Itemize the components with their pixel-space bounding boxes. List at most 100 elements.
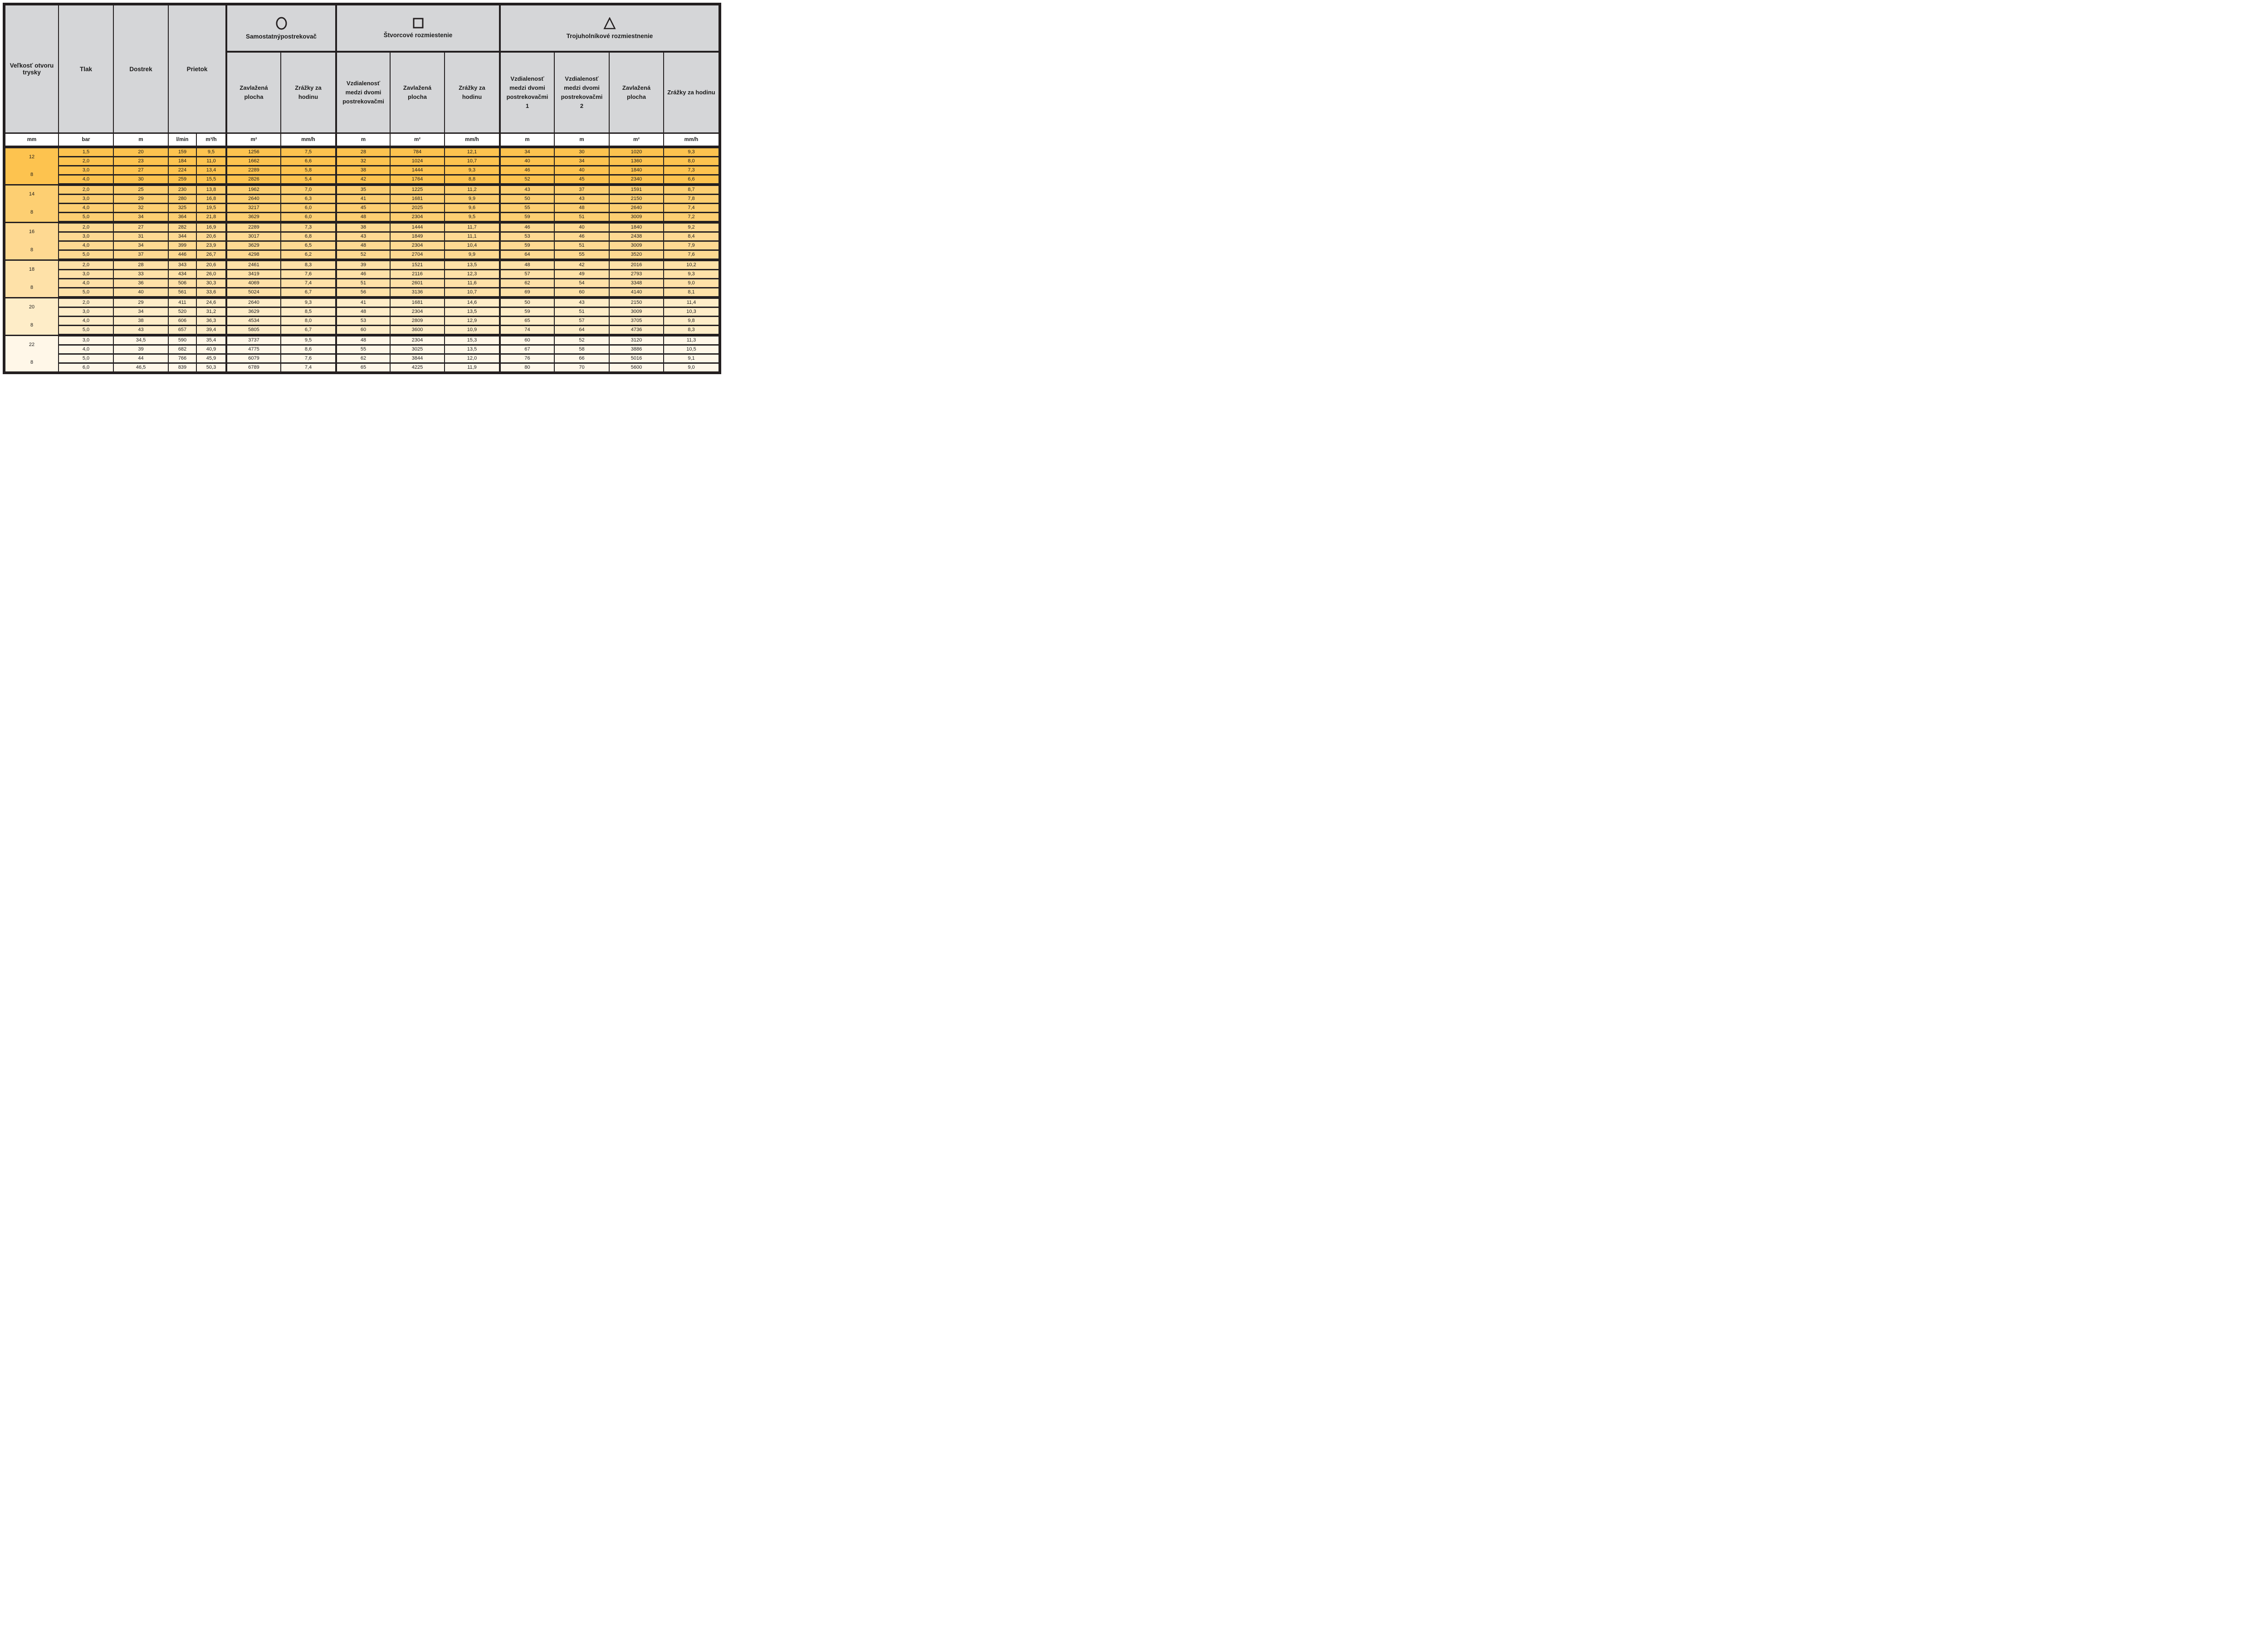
- table-cell: 76: [499, 353, 555, 364]
- table-cell: 74: [499, 325, 555, 337]
- table-cell: 9,5: [444, 212, 500, 224]
- table-cell: 8,0: [280, 316, 337, 326]
- table-cell: 60: [335, 325, 391, 337]
- table-cell: 41: [335, 194, 391, 204]
- table-cell: 3737: [225, 334, 281, 346]
- table-cell: 4775: [225, 344, 281, 355]
- table-cell: 446: [168, 249, 197, 261]
- table-cell: 59: [499, 212, 555, 224]
- table-cell: 55: [554, 249, 610, 261]
- table-cell: 31: [113, 231, 169, 242]
- table-cell: 2340: [609, 174, 664, 186]
- table-cell: 48: [335, 307, 391, 317]
- table-cell: 7,4: [280, 362, 337, 374]
- table-cell: 50: [499, 297, 555, 308]
- table-cell: 45,9: [196, 353, 227, 364]
- table-cell: 2704: [390, 249, 445, 261]
- table-cell: 9,3: [663, 269, 720, 279]
- table-cell: 4,0: [58, 203, 114, 213]
- table-cell: 34: [113, 212, 169, 224]
- col-header-range: Dostrek: [113, 3, 169, 134]
- table-cell: 8,1: [663, 287, 720, 299]
- table-cell: 2289: [225, 221, 281, 233]
- table-cell: 2016: [609, 259, 664, 270]
- table-cell: 55: [335, 344, 391, 355]
- table-cell: 3025: [390, 344, 445, 355]
- table-cell: 1591: [609, 184, 664, 195]
- table-cell: 32: [113, 203, 169, 213]
- table-row: 14 8 2,0 25 230 13,8 1962 7,0 35 1225 11,2 43 37 1591…: [4, 184, 720, 223]
- subcol-square-rate: Zrážky za hodinu: [444, 51, 500, 134]
- table-cell: 3844: [390, 353, 445, 364]
- table-cell: 6789: [225, 362, 281, 374]
- table-cell: 11,0: [196, 156, 227, 166]
- table-cell: 62: [499, 278, 555, 288]
- table-body: 12 8 1,5 20 159 9,5 1256 7,5 28 784 12,1 34 30 1020 9,…: [4, 146, 720, 374]
- subcol-triangle-distance-1: Vzdialenosť medzi dvomi postrekovačmi 1: [499, 51, 555, 134]
- unit-cell: m: [554, 132, 610, 148]
- table-cell: 3,0: [58, 165, 114, 176]
- table-cell: 46,5: [113, 362, 169, 374]
- table-cell: 13,5: [444, 307, 500, 317]
- table-cell: 6,0: [280, 203, 337, 213]
- table-cell: 2640: [225, 297, 281, 308]
- nozzle-size-primary: 20: [29, 304, 35, 310]
- nozzle-size-primary: 22: [29, 341, 35, 347]
- nozzle-size-secondary: 8: [30, 285, 34, 290]
- table-cell: 43: [554, 194, 610, 204]
- table-cell: 2,0: [58, 156, 114, 166]
- table-cell: 11,9: [444, 362, 500, 374]
- table-cell: 19,5: [196, 203, 227, 213]
- table-cell: 2793: [609, 269, 664, 279]
- table-cell: 7,9: [663, 240, 720, 251]
- table-cell: 3348: [609, 278, 664, 288]
- table-cell: 46: [499, 221, 555, 233]
- table-cell: 3009: [609, 212, 664, 224]
- table-cell: 43: [113, 325, 169, 337]
- table-cell: 10,2: [663, 259, 720, 270]
- table-cell: 6,2: [280, 249, 337, 261]
- table-cell: 1840: [609, 165, 664, 176]
- table-cell: 8,4: [663, 231, 720, 242]
- table-cell: 9,1: [663, 353, 720, 364]
- subcol-triangle-distance-1-label: Vzdialenosť medzi dvomi postrekovačmi: [506, 75, 548, 100]
- table-cell: 55: [499, 203, 555, 213]
- table-cell: 35,4: [196, 334, 227, 346]
- table-cell: 325: [168, 203, 197, 213]
- unit-cell: m: [335, 132, 391, 148]
- table-cell: 9,8: [663, 316, 720, 326]
- table-cell: 7,8: [663, 194, 720, 204]
- table-cell: 3,0: [58, 269, 114, 279]
- units-row: mm bar m l/min m³/h m² mm/h m m² mm/h m …: [4, 132, 720, 148]
- nozzle-size-stack: 14 8: [5, 186, 58, 221]
- table-cell: 4,0: [58, 240, 114, 251]
- table-cell: 9,3: [280, 297, 337, 308]
- table-cell: 64: [499, 249, 555, 261]
- table-cell: 38: [113, 316, 169, 326]
- table-cell: 34: [113, 240, 169, 251]
- table-cell: 48: [335, 240, 391, 251]
- table-cell: 51: [335, 278, 391, 288]
- table-cell: 48: [335, 212, 391, 224]
- table-cell: 29: [113, 297, 169, 308]
- table-cell: 5,0: [58, 325, 114, 337]
- table-cell: 3520: [609, 249, 664, 261]
- unit-cell: mm: [4, 132, 59, 148]
- table-row: 4,0 34 399 23,9 3629 6,5 48 2304 10,4 59 51 3009 7,9: [4, 240, 720, 251]
- table-row: 3,0 31 344 20,6 3017 6,8 43 1849 11,1 53 46 2438 8,4: [4, 231, 720, 242]
- table-cell: 40: [554, 165, 610, 176]
- table-cell: 766: [168, 353, 197, 364]
- table-cell: 11,2: [444, 184, 500, 195]
- table-row: 18 8 2,0 28 343 20,6 2461 8,3 39 1521 13,5 48 42 2016…: [4, 259, 720, 298]
- table-cell: 33: [113, 269, 169, 279]
- table-cell: 1225: [390, 184, 445, 195]
- table-cell: 1681: [390, 297, 445, 308]
- table-cell: 2025: [390, 203, 445, 213]
- table-cell: 50,3: [196, 362, 227, 374]
- nozzle-size-primary: 12: [29, 154, 35, 160]
- subcol-triangle-rate: Zrážky za hodinu: [663, 51, 720, 134]
- table-cell: 590: [168, 334, 197, 346]
- table-cell: 38: [335, 165, 391, 176]
- table-cell: 5016: [609, 353, 664, 364]
- table-cell: 8,7: [663, 184, 720, 195]
